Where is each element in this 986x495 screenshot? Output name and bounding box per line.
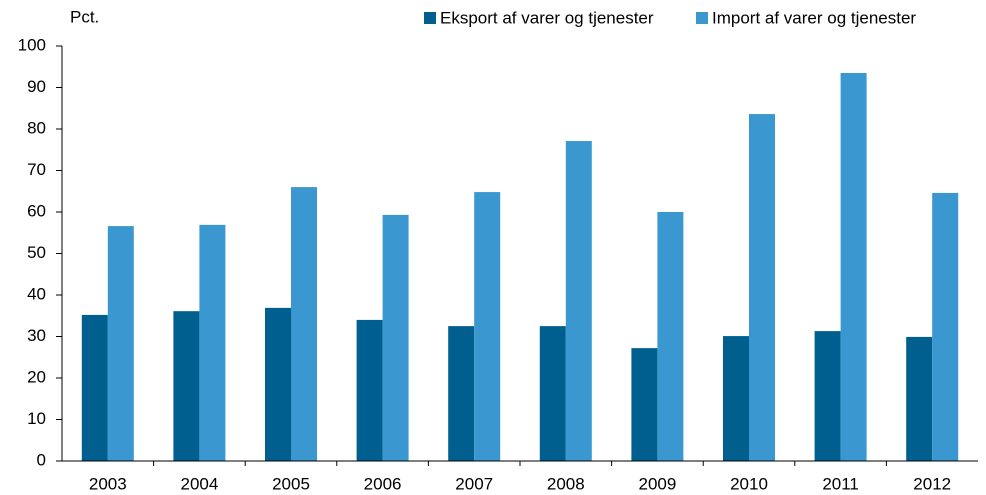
legend-label: Eksport af varer og tjenester <box>440 8 654 27</box>
bar <box>382 214 409 461</box>
x-tick-label: 2011 <box>822 474 859 493</box>
y-tick-label: 80 <box>27 118 46 137</box>
y-tick-label: 30 <box>27 326 46 345</box>
bar <box>265 307 291 461</box>
bar <box>906 336 933 461</box>
bar <box>107 226 134 461</box>
x-tick-label: 2006 <box>364 474 402 493</box>
bar <box>932 192 959 461</box>
bar <box>539 326 566 461</box>
x-tick-label: 2003 <box>89 474 127 493</box>
y-axis-label: Pct. <box>70 7 99 26</box>
legend-label: Import af varer og tjenester <box>712 8 916 27</box>
bar <box>356 319 383 461</box>
x-tick-label: 2007 <box>455 474 493 493</box>
bar <box>749 114 775 461</box>
y-tick-label: 40 <box>27 284 46 303</box>
bar <box>657 212 684 461</box>
y-tick-label: 60 <box>27 201 46 220</box>
y-tick-label: 20 <box>27 367 46 386</box>
y-tick-label: 70 <box>27 160 46 179</box>
y-tick-label: 50 <box>27 243 46 262</box>
bar <box>565 141 592 461</box>
y-tick-label: 100 <box>18 35 46 54</box>
bar <box>840 72 867 461</box>
y-tick-label: 0 <box>37 450 46 469</box>
x-tick-label: 2010 <box>730 474 768 493</box>
legend-swatch <box>424 12 436 24</box>
bar <box>173 311 200 461</box>
x-tick-label: 2009 <box>638 474 676 493</box>
y-tick-label: 90 <box>27 77 46 96</box>
bar <box>814 331 841 461</box>
x-tick-label: 2008 <box>547 474 585 493</box>
bar <box>291 187 317 461</box>
x-tick-label: 2005 <box>272 474 310 493</box>
bar <box>448 326 475 461</box>
x-tick-label: 2012 <box>913 474 951 493</box>
bar <box>631 348 658 461</box>
bar <box>723 336 749 461</box>
bar <box>199 224 226 461</box>
bar <box>474 192 501 461</box>
y-tick-label: 10 <box>27 409 46 428</box>
legend-swatch <box>696 12 708 24</box>
x-tick-label: 2004 <box>180 474 218 493</box>
bar <box>81 314 108 461</box>
